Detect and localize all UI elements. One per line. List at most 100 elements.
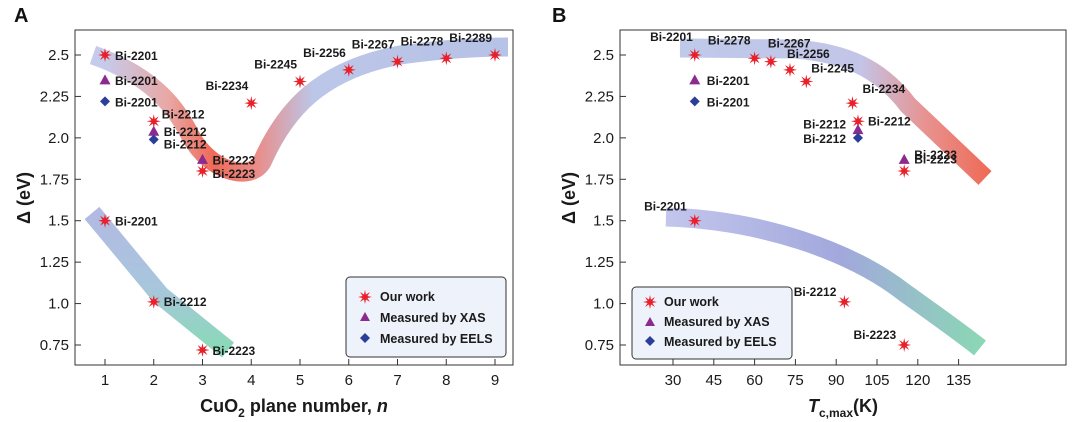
data-point-star: [439, 51, 454, 66]
legend-diamond-marker-b: [645, 336, 655, 346]
point-label: Bi-2245: [811, 62, 854, 76]
data-point-star: [390, 54, 405, 69]
y-tick-label: 2.0: [593, 130, 614, 147]
panel-a-letter: A: [14, 5, 28, 27]
x-tick-label: 135: [946, 372, 971, 389]
point-label: Bi-2289: [449, 31, 492, 45]
x-tick-label: 4: [247, 372, 255, 389]
data-marks-a: [98, 48, 502, 357]
x-tick-label: 105: [864, 372, 889, 389]
data-point-star: [763, 54, 778, 69]
data-point-diamond: [689, 96, 700, 107]
plot-frame-a: [74, 29, 514, 366]
x-tick-label: 6: [345, 372, 353, 389]
y-tick-label: 2.0: [48, 130, 69, 147]
legend-eels-a: Measured by EELS: [380, 332, 493, 346]
point-label: Bi-2212: [868, 114, 911, 128]
point-label: Bi-2267: [352, 38, 395, 52]
legend-box-b: [631, 286, 793, 360]
data-point-star: [783, 62, 797, 77]
point-label: Bi-2212: [164, 295, 207, 309]
data-point-star: [488, 48, 502, 62]
data-point-star: [687, 48, 702, 62]
y-axis-label-a: Δ (eV): [14, 172, 34, 224]
point-label: Bi-2201: [115, 74, 158, 88]
data-point-star: [837, 294, 852, 309]
data-point-star: [195, 343, 210, 357]
x-tick-label: 45: [705, 372, 722, 389]
legend-xas-a: Measured by XAS: [380, 311, 486, 325]
point-label: Bi-2201: [707, 95, 750, 109]
band-lower-b: [665, 207, 986, 356]
point-label: Bi-2256: [787, 47, 830, 61]
axis-ticks-a: 0.75 1.0 1.25 1.5 1.75 2.0 2.25 2.5 1 2 3 4 5 6 7 8 9: [40, 47, 499, 389]
plot-frame-b: [619, 29, 1067, 366]
point-label: Bi-2223: [853, 328, 896, 342]
legend-eels-b: Measured by EELS: [664, 335, 777, 349]
y-tick-label: 1.0: [48, 296, 69, 313]
x-tick-label: 120: [905, 372, 930, 389]
point-label: Bi-2234: [206, 79, 249, 93]
data-point-star: [851, 114, 865, 129]
y-tick-label: 2.5: [593, 47, 614, 64]
data-point-star: [341, 62, 356, 77]
legend-xas-b: Measured by XAS: [664, 315, 770, 329]
legend-b: Our work Measured by XAS Measured by EEL…: [631, 286, 793, 360]
data-point-star: [897, 164, 912, 178]
data-point-star: [799, 74, 814, 89]
y-tick-label: 2.25: [585, 88, 614, 105]
point-label: Bi-2234: [863, 82, 906, 96]
y-axis-label-b: Δ (eV): [559, 172, 579, 224]
legend-a: Our work Measured by XAS Measured by EEL…: [345, 276, 507, 358]
x-axis-label-b: Tc,max(K): [808, 396, 878, 420]
point-label: Bi-2201: [115, 215, 158, 229]
legend-box-a: [345, 276, 507, 358]
point-label: Bi-2223: [213, 167, 256, 181]
axis-ticks-b: 0.75 1.0 1.25 1.5 1.75 2.0 2.25 2.5 30 45 60 75 90 10…: [585, 47, 971, 389]
point-label: Bi-2212: [164, 138, 207, 152]
x-tick-label: 30: [665, 372, 682, 389]
y-tick-label: 1.5: [593, 213, 614, 230]
legend-our-work-b: Our work: [664, 295, 719, 309]
data-point-triangle: [197, 153, 208, 164]
x-tick-label: 5: [296, 372, 304, 389]
data-point-diamond: [852, 132, 863, 143]
x-tick-label: 9: [491, 372, 499, 389]
band-lower-a: [84, 206, 234, 358]
legend-diamond-marker-a: [360, 333, 370, 343]
data-point-star: [897, 338, 912, 352]
x-tick-label: 3: [198, 372, 206, 389]
data-point-triangle: [898, 153, 910, 164]
data-point-triangle: [99, 74, 111, 85]
point-label: Bi-2212: [803, 118, 846, 132]
point-label: Bi-2223: [914, 148, 957, 162]
panel-b-letter: B: [552, 5, 566, 27]
point-label: Bi-2223: [914, 152, 957, 166]
point-label: Bi-2201: [115, 95, 158, 109]
x-tick-label: 2: [150, 372, 158, 389]
data-point-triangle: [852, 124, 864, 135]
point-label: Bi-2201: [644, 200, 687, 214]
data-point-star: [146, 114, 161, 129]
point-label: Bi-2201: [115, 49, 158, 63]
data-point-star: [293, 74, 307, 89]
legend-triangle-marker-b: [645, 317, 655, 326]
y-tick-label: 0.75: [585, 337, 614, 354]
data-point-star: [244, 96, 259, 111]
point-label: Bi-2223: [213, 153, 256, 167]
point-label: Bi-2278: [401, 34, 444, 48]
y-tick-label: 1.75: [40, 171, 69, 188]
y-tick-label: 1.0: [593, 296, 614, 313]
data-marks-b: [687, 48, 912, 352]
point-label: Bi-2212: [794, 285, 837, 299]
point-label: Bi-2278: [708, 33, 751, 47]
point-label: Bi-2245: [254, 58, 297, 72]
data-point-star: [146, 294, 161, 309]
y-tick-label: 2.25: [40, 88, 69, 105]
panel-b: B 0.75 1.0 1.25 1.5 1.75 2.0 2.25 2.5 30 45 60 75 90…: [552, 5, 1067, 420]
data-point-star: [747, 51, 762, 66]
legend-triangle-marker-a: [360, 312, 370, 321]
y-tick-label: 1.25: [40, 254, 69, 271]
x-tick-label: 8: [442, 372, 450, 389]
